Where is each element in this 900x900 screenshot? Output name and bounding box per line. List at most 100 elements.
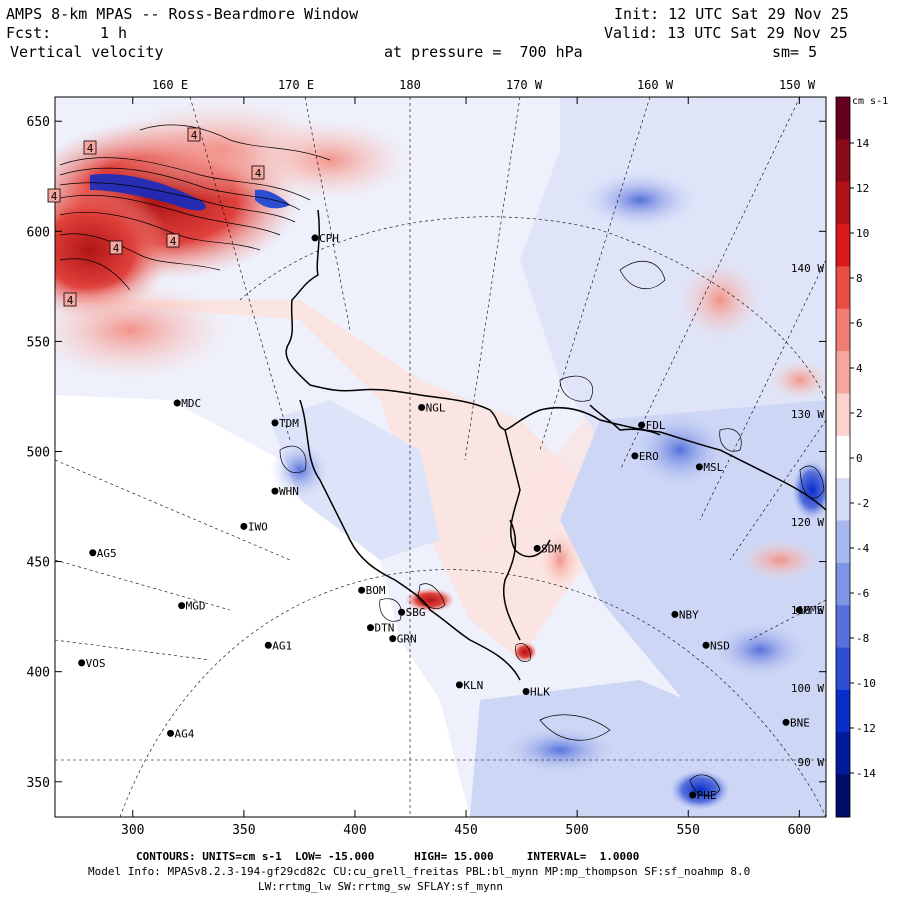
colorbar-tick-label: 4 [856,362,863,375]
colorbar-swatch [836,605,850,649]
colorbar-unit: cm s-1 [852,96,888,107]
field-shading [55,97,826,817]
colorbar-tick-label: -12 [856,722,876,735]
station-label: MMS [803,604,823,617]
station-label: NSD [710,639,730,652]
station-label: NBY [679,608,699,621]
station-label: MGD [186,600,206,613]
colorbar-tick-label: -14 [856,767,876,780]
contour-label: 4 [166,233,180,248]
station-ag1: AG1 [264,639,292,652]
x-tick-label: 600 [788,823,811,838]
colorbar-swatch [836,308,850,352]
station-hlk: HLK [522,685,550,698]
station-ero: ERO [631,450,659,463]
svg-text:4: 4 [67,294,74,307]
valid-time: Valid: 13 UTC Sat 29 Nov 25 [604,24,848,42]
colorbar-tick-label: -4 [856,542,870,555]
svg-text:4: 4 [113,242,120,255]
colorbar: 14 12 10 8 6 4 2 0 -2 -4 -6 -8 -10 -12 -14 [835,96,876,818]
right-lon-label: 140 W [791,262,824,275]
colorbar-swatch [836,520,850,564]
station-label: HLK [530,685,550,698]
svg-text:4: 4 [191,129,198,142]
colorbar-swatch [836,647,850,691]
colorbar-tick-label: 2 [856,407,863,420]
station-ag5: AG5 [89,547,117,560]
station-label: DTN [375,622,395,635]
top-lon-label: 180 [399,78,421,92]
station-label: BNE [790,716,810,729]
station-label: WHN [279,485,299,498]
colorbar-swatch [836,732,850,776]
station-label: PHE [697,789,717,802]
station-label: AG1 [272,639,292,652]
station-dtn: DTN [367,622,394,635]
station-label: NGL [426,401,446,414]
station-nby: NBY [671,608,699,621]
x-tick-label: 350 [232,823,255,838]
top-lon-label: 160 W [637,78,674,92]
colorbar-swatch [836,774,850,818]
colorbar-tick-label: -6 [856,587,869,600]
colorbar-swatch [836,478,850,522]
forecast-hour: 1 h [100,24,128,42]
right-lon-label: 120 W [791,516,824,529]
station-ag4: AG4 [167,727,195,740]
x-tick-label: 300 [121,823,144,838]
init-time: Init: 12 UTC Sat 29 Nov 25 [614,5,849,23]
station-vos: VOS [78,657,106,670]
x-tick-label: 550 [676,823,699,838]
map-frame [54,96,827,818]
station-whn: WHN [271,485,299,498]
station-bne: BNE [782,716,810,729]
station-label: BOM [366,584,386,597]
y-tick-label: 450 [27,556,50,571]
station-ngl: NGL [418,401,446,414]
colorbar-swatch [836,562,850,606]
colorbar-swatch [836,139,850,183]
station-fdl: FDL [638,419,666,432]
contour-label: 4 [83,140,97,155]
colorbar-swatch [836,351,850,394]
right-lon-label: 90 W [798,756,825,769]
smoothing: sm= 5 [772,43,818,61]
y-axis: 650 600 550 500 450 400 350 [27,115,826,791]
svg-text:4: 4 [255,167,262,180]
y-tick-label: 650 [27,115,50,130]
colorbar-swatch [836,97,850,140]
colorbar-tick-label: 8 [856,272,863,285]
colorbar-frame [835,96,851,818]
colorbar-tick-label: -2 [856,497,869,510]
station-nsd: NSD [702,639,730,652]
y-tick-label: 500 [27,445,50,460]
radiation-schemes: LW:rrtmg_lw SW:rrtmg_sw SFLAY:sf_mynn [258,880,504,893]
contour-labels: 4 4 4 4 4 4 4 [47,127,265,307]
colorbar-swatch [836,435,850,479]
y-tick-label: 350 [27,776,50,791]
contour-label: 4 [63,292,77,307]
station-mgd: MGD [178,600,206,613]
colorbar-swatch [836,266,850,310]
y-tick-label: 550 [27,335,50,350]
station-mms: MMS [795,604,823,617]
pressure-level: at pressure = 700 hPa [384,43,583,61]
top-lon-label: 170 W [506,78,543,92]
colorbar-swatch [836,689,850,733]
colorbar-swatch [836,393,850,437]
station-bom: BOM [358,584,386,597]
svg-text:4: 4 [51,190,58,203]
contour-label: 4 [109,240,123,255]
station-label: TDM [279,417,299,430]
contour-label: 4 [187,127,201,142]
station-label: VOS [86,657,106,670]
right-lon-label: 110 W [791,604,824,617]
station-label: AG5 [97,547,117,560]
colorbar-tick-label: 6 [856,317,863,330]
top-lon-label: 160 E [152,78,188,92]
station-cph: CPH [311,232,339,245]
forecast-label: Fcst: [6,24,52,42]
right-lon-label: 100 W [791,682,824,695]
colorbar-tick-label: 10 [856,227,869,240]
